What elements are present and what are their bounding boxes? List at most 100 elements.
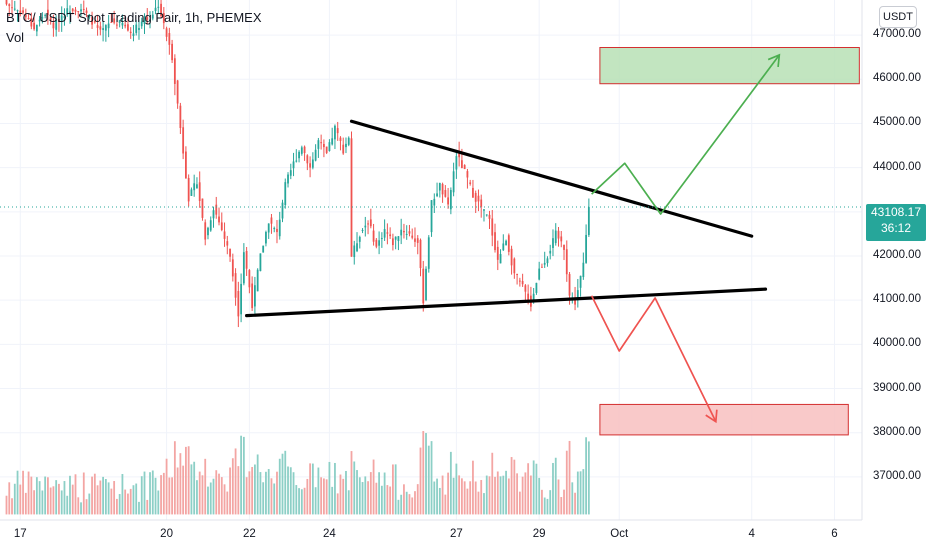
candle-body bbox=[419, 239, 422, 269]
candle-body bbox=[284, 182, 287, 206]
candle-body bbox=[298, 151, 300, 159]
candle-body bbox=[397, 236, 400, 241]
candle-body bbox=[463, 165, 466, 170]
volume-bar bbox=[96, 485, 99, 515]
volume-bar bbox=[565, 450, 568, 515]
candle-body bbox=[436, 193, 438, 197]
candle-body bbox=[563, 244, 565, 250]
volume-bar bbox=[585, 437, 587, 515]
candle-body bbox=[427, 237, 430, 269]
volume-bar bbox=[582, 469, 585, 515]
volume-bar bbox=[491, 452, 494, 515]
volume-bar bbox=[85, 499, 88, 515]
volume-bar bbox=[378, 472, 380, 515]
candle-body bbox=[579, 275, 582, 288]
candle-body bbox=[179, 105, 182, 129]
candle-body bbox=[585, 234, 587, 263]
candle-body bbox=[350, 138, 353, 257]
candle-body bbox=[129, 31, 132, 34]
candle-body bbox=[499, 254, 502, 264]
candlesticks bbox=[5, 0, 590, 328]
volume-bar bbox=[140, 476, 143, 515]
candle-body bbox=[430, 200, 433, 233]
volume-bar bbox=[113, 481, 116, 515]
candle-body bbox=[273, 228, 276, 230]
price-tick-label: 46000.00 bbox=[873, 72, 921, 85]
volume-bar bbox=[436, 478, 438, 515]
volume-bar bbox=[444, 494, 447, 515]
volume-bar bbox=[30, 476, 33, 515]
candle-body bbox=[549, 250, 552, 254]
candle-body bbox=[469, 182, 472, 184]
volume-bar bbox=[549, 490, 552, 515]
candle-body bbox=[576, 290, 579, 301]
candle-body bbox=[546, 258, 549, 264]
currency-button[interactable]: USDT bbox=[879, 6, 917, 28]
volume-bar bbox=[328, 461, 331, 515]
candle-body bbox=[394, 236, 397, 240]
candle-body bbox=[60, 15, 63, 22]
volume-bar bbox=[400, 494, 403, 515]
candle-body bbox=[8, 4, 11, 7]
price-tick-label: 45000.00 bbox=[873, 116, 921, 129]
volume-bar bbox=[270, 478, 273, 515]
volume-bar bbox=[334, 462, 336, 515]
volume-bar bbox=[118, 494, 121, 515]
volume-bar bbox=[104, 479, 107, 515]
candle-body bbox=[140, 21, 143, 27]
volume-bar bbox=[176, 467, 179, 515]
candle-body bbox=[356, 243, 358, 252]
volume-bar bbox=[16, 470, 19, 515]
candle-body bbox=[69, 11, 71, 15]
volume-bar bbox=[568, 440, 571, 515]
time-tick-label: 6 bbox=[831, 528, 838, 540]
candle-body bbox=[386, 232, 389, 234]
volume-bar bbox=[323, 478, 325, 515]
target-up-zone bbox=[599, 46, 860, 85]
chart-title: BTC/ USDT Spot Trading Pair, 1h, PHEMEX bbox=[6, 10, 262, 25]
candle-body bbox=[334, 125, 336, 140]
volume-bar bbox=[218, 473, 220, 515]
volume-bar bbox=[336, 493, 339, 515]
candle-body bbox=[63, 16, 66, 18]
candle-body bbox=[240, 283, 242, 315]
volume-bar bbox=[209, 482, 212, 515]
volume-bar bbox=[461, 478, 463, 515]
volume-bar bbox=[162, 472, 165, 515]
volume-bar bbox=[510, 457, 513, 515]
volume-bar bbox=[389, 486, 392, 515]
candle-body bbox=[574, 297, 576, 305]
volume-bar bbox=[82, 472, 85, 515]
volume-bar bbox=[483, 493, 485, 515]
candle-body bbox=[242, 252, 245, 284]
candle-body bbox=[185, 151, 187, 179]
candle-body bbox=[196, 184, 198, 189]
candle-body bbox=[425, 268, 427, 301]
volume-bar bbox=[358, 477, 361, 515]
volume-bar bbox=[552, 462, 554, 515]
volume-bar bbox=[403, 484, 405, 515]
volume-bar bbox=[469, 481, 472, 515]
volume-bar bbox=[502, 475, 505, 515]
candle-body bbox=[121, 22, 124, 26]
candle-body bbox=[408, 231, 411, 234]
volume-bar bbox=[488, 476, 491, 515]
volume-bar bbox=[182, 465, 185, 515]
candle-body bbox=[568, 274, 571, 296]
candle-body bbox=[369, 219, 372, 227]
candle-body bbox=[565, 249, 568, 275]
candle-body bbox=[331, 138, 334, 145]
volume-bar bbox=[309, 463, 311, 515]
volume-bar bbox=[146, 499, 149, 515]
candle-body bbox=[220, 222, 223, 230]
price-tick-label: 41000.00 bbox=[873, 293, 921, 306]
candle-body bbox=[491, 218, 494, 236]
volume-bar bbox=[13, 483, 16, 515]
volume-bar bbox=[154, 477, 157, 515]
volume-bar bbox=[524, 472, 527, 515]
volume-label: Vol bbox=[6, 30, 25, 45]
volume-bar bbox=[149, 472, 151, 515]
volume-bar bbox=[372, 459, 375, 515]
candle-body bbox=[372, 230, 375, 242]
